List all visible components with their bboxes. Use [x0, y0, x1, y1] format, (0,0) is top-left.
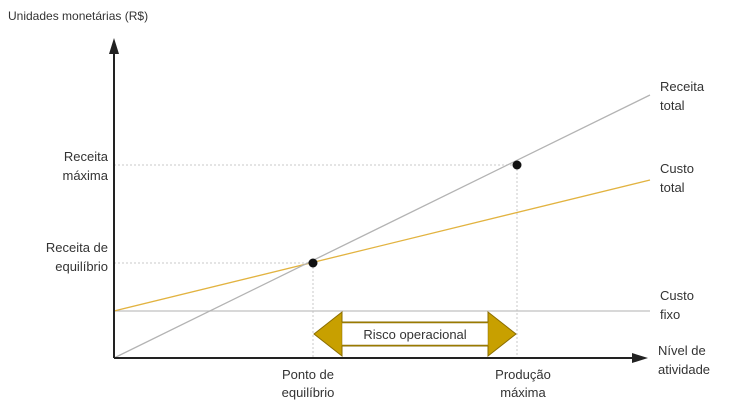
x-tick-producao-maxima: Produção máxima [495, 367, 551, 400]
axes [109, 38, 648, 363]
risk-arrow: Risco operacional [313, 310, 517, 358]
x-tick-ponto-equilibrio: Ponto de equilíbrio [282, 367, 335, 400]
breakeven-point [308, 258, 318, 268]
x-tick-producao-maxima-line1: Produção [495, 367, 551, 382]
label-receita-total-line2: total [660, 98, 685, 113]
y-tick-receita-equilibrio-line2: equilíbrio [55, 259, 108, 274]
y-tick-receita-maxima: Receita máxima [62, 149, 108, 183]
guide-lines [114, 164, 518, 358]
label-custo-fixo-line1: Custo [660, 288, 694, 303]
y-tick-receita-maxima-line1: Receita [64, 149, 109, 164]
max-production-point [512, 160, 522, 170]
y-axis-arrow-icon [109, 38, 119, 54]
x-tick-ponto-equilibrio-line1: Ponto de [282, 367, 334, 382]
x-axis-title: Nível de atividade [658, 343, 710, 377]
x-axis-title-line2: atividade [658, 362, 710, 377]
label-custo-fixo-line2: fixo [660, 307, 680, 322]
x-axis-title-line1: Nível de [658, 343, 706, 358]
label-custo-total-line1: Custo [660, 161, 694, 176]
label-custo-fixo: Custo fixo [660, 288, 694, 322]
y-tick-receita-maxima-line2: máxima [62, 168, 108, 183]
label-receita-total: Receita total [660, 79, 705, 113]
y-tick-receita-equilibrio-line1: Receita de [46, 240, 108, 255]
y-tick-receita-equilibrio: Receita de equilíbrio [46, 240, 108, 274]
risk-label: Risco operacional [363, 327, 466, 342]
custo-total-line [113, 179, 651, 312]
x-tick-producao-maxima-line2: máxima [500, 385, 546, 400]
label-custo-total-line2: total [660, 180, 685, 195]
x-axis-arrow-icon [632, 353, 648, 363]
x-tick-ponto-equilibrio-line2: equilíbrio [282, 385, 335, 400]
y-axis-title: Unidades monetárias (R$) [8, 9, 148, 23]
receita-total-line [113, 94, 651, 359]
label-receita-total-line1: Receita [660, 79, 705, 94]
label-custo-total: Custo total [660, 161, 694, 195]
risk-label-box [341, 322, 489, 346]
